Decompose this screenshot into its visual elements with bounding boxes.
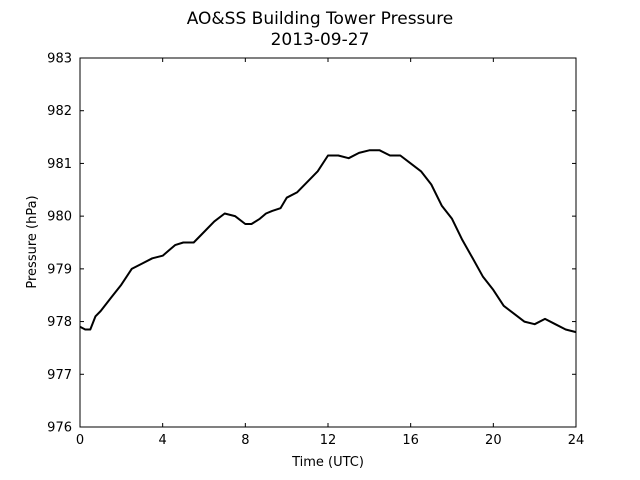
ticks-layer: 0 4 8 12 16 20 24 976 977 978 979 980 981 982 983: [47, 52, 584, 449]
x-tick-label: 12: [320, 433, 337, 448]
x-tick-label: 24: [568, 433, 585, 448]
y-tick-label: 982: [47, 104, 72, 119]
x-axis-label: Time (UTC): [291, 455, 364, 470]
chart-title: AO&SS Building Tower Pressure: [187, 9, 454, 29]
y-tick-label: 980: [47, 210, 72, 225]
x-tick-label: 0: [76, 433, 84, 448]
chart-subtitle: 2013-09-27: [271, 30, 370, 50]
y-tick-label: 983: [47, 52, 72, 67]
x-tick-label: 8: [241, 433, 249, 448]
x-tick-label: 20: [485, 433, 502, 448]
pressure-series-line: [79, 149, 577, 334]
y-tick-label: 979: [47, 262, 72, 277]
y-tick-label: 976: [47, 421, 72, 436]
x-tick-label: 16: [402, 433, 419, 448]
y-axis-label: Pressure (hPa): [25, 195, 40, 288]
plot-frame: [79, 57, 577, 428]
x-tick-label: 4: [159, 433, 167, 448]
y-tick-label: 977: [47, 368, 72, 383]
y-tick-label: 981: [47, 157, 72, 172]
y-tick-label: 978: [47, 315, 72, 330]
